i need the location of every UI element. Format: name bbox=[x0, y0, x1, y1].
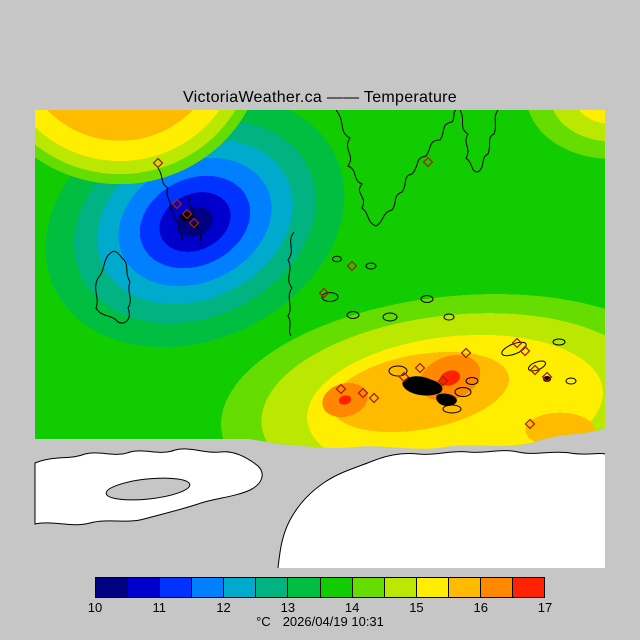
hot-core-east bbox=[399, 339, 501, 417]
island-outline bbox=[365, 262, 377, 270]
station-marker bbox=[524, 418, 536, 430]
islands-filled bbox=[436, 393, 457, 406]
station-marker bbox=[460, 347, 472, 359]
hot-core-west bbox=[303, 369, 387, 431]
station-marker bbox=[188, 217, 200, 229]
colorbar-segment bbox=[191, 578, 224, 597]
colorbar-segment bbox=[479, 578, 513, 597]
island-outline bbox=[442, 404, 462, 414]
island-outline bbox=[565, 377, 577, 385]
island-outline bbox=[321, 292, 339, 302]
land-southeast-coast bbox=[277, 450, 606, 569]
colorbar-tick-label: 13 bbox=[280, 600, 296, 615]
island-outline bbox=[465, 377, 479, 385]
saanich-coast bbox=[188, 195, 203, 247]
colorbar-segment bbox=[319, 578, 352, 597]
colorbar-tick-label: 17 bbox=[537, 600, 553, 615]
units-label: °C bbox=[256, 614, 271, 629]
island-outline bbox=[382, 312, 398, 322]
timestamp-label: 2026/04/19 10:31 bbox=[282, 614, 384, 629]
inland-water bbox=[105, 477, 191, 501]
islet-filled bbox=[543, 376, 551, 382]
station-marker bbox=[346, 260, 358, 272]
island-outline bbox=[501, 341, 527, 357]
island-outline bbox=[332, 255, 342, 263]
station-marker bbox=[437, 375, 449, 387]
temperature-colorbar bbox=[95, 577, 545, 598]
colorbar-segment bbox=[287, 578, 320, 597]
colorbar-tick-label: 15 bbox=[409, 600, 424, 615]
island-outline bbox=[388, 365, 408, 377]
island-outline bbox=[443, 313, 455, 321]
warm-topright-corner bbox=[517, 110, 605, 166]
station-marker bbox=[529, 364, 541, 376]
colorbar-segment bbox=[351, 578, 384, 597]
colorbar-tick-label: 16 bbox=[473, 600, 488, 615]
mainland-coast bbox=[335, 110, 457, 227]
mainland-coast-east bbox=[459, 110, 499, 173]
island-outline bbox=[552, 338, 566, 346]
orange-pocket bbox=[512, 406, 605, 449]
bottom-land bbox=[34, 448, 606, 569]
station-marker bbox=[519, 345, 531, 357]
station-marker bbox=[181, 208, 193, 220]
colorbar-segment bbox=[223, 578, 256, 597]
colorbar-segment bbox=[415, 578, 448, 597]
island-outline bbox=[346, 311, 360, 319]
victoria-peninsula-coast bbox=[157, 167, 183, 241]
colorbar-tick-label: 10 bbox=[87, 600, 103, 615]
station-marker bbox=[152, 157, 164, 169]
page-title: VictoriaWeather.ca —— Temperature bbox=[182, 89, 458, 106]
colorbar-tick-label: 12 bbox=[216, 600, 231, 615]
station-marker bbox=[398, 371, 410, 383]
footer-label: °C 2026/04/19 10:31 bbox=[0, 614, 640, 629]
land-southeast bbox=[278, 450, 605, 568]
station-marker bbox=[511, 337, 523, 349]
colorbar-segment bbox=[96, 578, 128, 597]
west-island-outline bbox=[95, 250, 131, 324]
colorbar-tick-label: 14 bbox=[344, 600, 360, 615]
colorbar-tick-label: 11 bbox=[152, 600, 167, 615]
station-marker bbox=[318, 287, 330, 299]
station-marker bbox=[422, 156, 434, 168]
colorbar-segment bbox=[512, 578, 545, 597]
island-outline bbox=[454, 387, 472, 397]
colorbar-ticks: 10 11 12 13 14 15 16 17 bbox=[88, 600, 552, 615]
station-marker bbox=[414, 362, 426, 374]
warm-topleft-contours bbox=[35, 110, 270, 190]
colorbar-segment bbox=[255, 578, 288, 597]
mid-coast bbox=[287, 231, 295, 337]
station-marker bbox=[368, 392, 380, 404]
station-marker bbox=[335, 383, 347, 395]
station-marker bbox=[357, 387, 369, 399]
islands-filled bbox=[402, 376, 443, 396]
colorbar-segment bbox=[447, 578, 480, 597]
station-marker bbox=[171, 198, 183, 210]
colorbar-segment bbox=[127, 578, 160, 597]
station-markers bbox=[152, 156, 553, 430]
station-marker bbox=[541, 371, 553, 383]
colorbar-segment bbox=[383, 578, 416, 597]
island-outline bbox=[420, 295, 434, 303]
colorbar-segment bbox=[159, 578, 192, 597]
